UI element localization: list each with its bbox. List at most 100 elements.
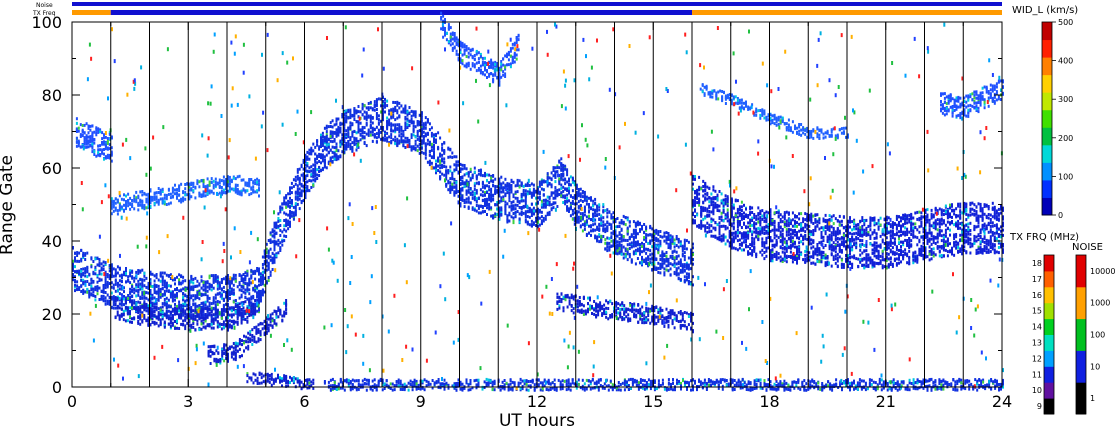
echo-cell: [94, 265, 97, 269]
echo-cell: [667, 257, 670, 261]
echo-cell: [461, 180, 464, 183]
echo-cell: [384, 101, 386, 105]
echo-cell: [435, 132, 437, 136]
echo-cell: [575, 214, 578, 218]
echo-cell: [430, 134, 433, 138]
echo-cell: [257, 339, 260, 343]
echo-cell: [75, 140, 78, 144]
echo-cell: [84, 271, 87, 275]
echo-cell: [329, 156, 332, 160]
echo-cell: [414, 112, 417, 116]
echo-cell: [200, 275, 203, 279]
echo-cell: [141, 305, 144, 308]
echo-cell: [206, 323, 209, 327]
echo-cell: [367, 108, 370, 111]
echo-cell: [500, 186, 503, 190]
echo-cell: [79, 135, 82, 138]
echo-cell: [294, 195, 297, 199]
echo-cell: [225, 302, 227, 306]
echo-cell: [180, 305, 183, 309]
echo-cell: [498, 217, 501, 221]
echo-cell: [190, 325, 193, 329]
echo-band: [75, 117, 113, 163]
echo-cell: [94, 286, 97, 290]
echo-cell: [151, 317, 154, 321]
echo-cell: [520, 213, 523, 217]
echo-cell: [114, 271, 117, 275]
echo-cell: [304, 163, 307, 167]
echo-cell: [88, 282, 91, 286]
echo-cell: [508, 211, 511, 215]
echo-cell: [420, 120, 423, 124]
echo-cell: [279, 219, 282, 222]
echo-cell: [371, 139, 374, 143]
echo-cell: [461, 194, 464, 198]
echo-cell: [532, 192, 535, 196]
echo-cell: [298, 180, 301, 184]
echo-cell: [72, 268, 74, 272]
echo-cell: [667, 236, 670, 240]
echo-cell: [100, 272, 103, 276]
echo-cell: [108, 156, 111, 160]
echo-cell: [188, 289, 191, 293]
echo-cell: [645, 236, 648, 240]
echo-cell: [692, 262, 694, 266]
echo-cell: [275, 315, 278, 319]
echo-cell: [477, 206, 480, 210]
echo-cell: [416, 144, 419, 148]
echo-cell: [520, 211, 523, 215]
echo-cell: [669, 246, 672, 250]
echo-cell: [359, 138, 362, 142]
echo-cell: [188, 283, 191, 286]
echo-cell: [639, 261, 641, 265]
echo-cell: [558, 160, 561, 164]
echo-cell: [390, 136, 393, 140]
echo-cell: [564, 187, 567, 191]
echo-cell: [569, 201, 572, 205]
echo-cell: [659, 239, 662, 243]
echo-cell: [104, 302, 107, 306]
echo-cell: [422, 151, 425, 155]
echo-cell: [163, 283, 166, 286]
echo-cell: [204, 306, 207, 310]
echo-cell: [659, 254, 662, 258]
echo-cell: [685, 266, 688, 270]
echo-cell: [310, 179, 313, 183]
echo-cell: [690, 260, 692, 264]
echo-cell: [451, 151, 454, 155]
echo-cell: [74, 259, 76, 263]
echo-cell: [210, 320, 213, 324]
echo-cell: [118, 314, 121, 318]
echo-cell: [129, 296, 132, 300]
echo-cell: [665, 241, 668, 245]
echo-cell: [369, 120, 372, 124]
echo-cell: [382, 108, 384, 112]
echo-cell: [439, 163, 442, 167]
echo-cell: [238, 339, 241, 343]
echo-cell: [418, 122, 421, 125]
echo-cell: [647, 233, 650, 237]
echo-cell: [200, 292, 203, 296]
echo-cell: [675, 237, 678, 241]
echo-cell: [139, 315, 142, 319]
echo-cell: [323, 141, 326, 145]
echo-cell: [112, 295, 115, 299]
echo-cell: [451, 177, 454, 181]
echo-cell: [651, 233, 654, 237]
echo-cell: [469, 177, 472, 181]
echo-cell: [535, 190, 537, 194]
echo-cell: [184, 324, 187, 328]
echo-cell: [182, 302, 185, 306]
echo-cell: [259, 276, 262, 279]
echo-cell: [618, 243, 621, 247]
echo-cell: [145, 309, 148, 313]
echo-cell: [240, 289, 243, 293]
echo-cell: [667, 269, 670, 273]
echo-cell: [420, 133, 423, 137]
echo-cell: [422, 122, 425, 126]
echo-cell: [194, 314, 197, 318]
echo-cell: [194, 284, 197, 288]
echo-cell: [212, 296, 215, 300]
echo-cell: [321, 138, 324, 142]
echo-cell: [104, 279, 107, 282]
